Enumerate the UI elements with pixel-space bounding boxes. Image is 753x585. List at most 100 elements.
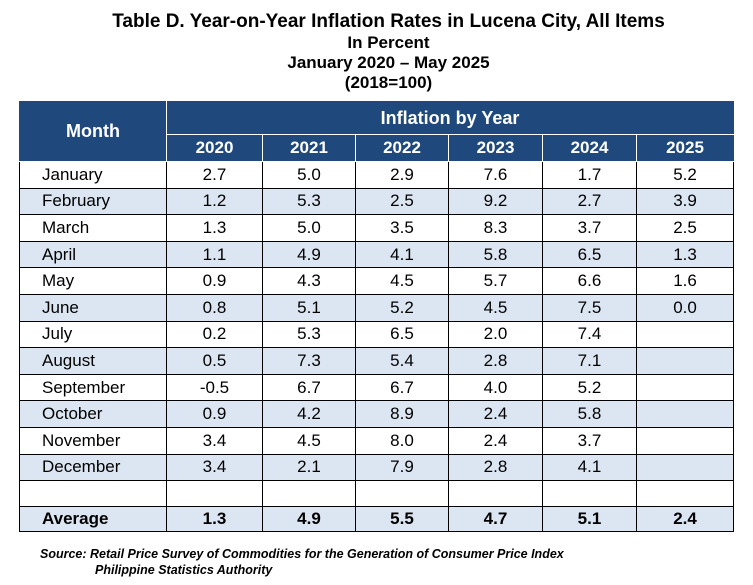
empty-cell — [355, 480, 449, 508]
table-row: April 1.1 4.9 4.1 5.8 6.5 1.3 — [19, 240, 735, 269]
value-cell: 2.4 — [635, 506, 735, 533]
empty-cell — [635, 480, 735, 508]
year-header: 2023 — [448, 134, 543, 162]
value-cell: 8.3 — [448, 214, 543, 242]
empty-cell — [19, 480, 167, 508]
value-cell: 3.4 — [166, 453, 263, 482]
value-cell: 3.4 — [166, 426, 263, 455]
value-cell: 1.2 — [166, 187, 263, 216]
value-cell: 0.2 — [166, 320, 263, 349]
value-cell: 0.9 — [166, 400, 263, 428]
value-cell: 2.5 — [355, 187, 449, 216]
value-cell: 4.1 — [542, 453, 637, 482]
table-row: January 2.7 5.0 2.9 7.6 1.7 5.2 — [19, 161, 735, 189]
inflation-table: Month Inflation by Year 2020 2021 2022 2… — [19, 101, 735, 533]
table-title: Table D. Year-on-Year Inflation Rates in… — [112, 11, 665, 32]
month-cell: March — [19, 214, 167, 242]
month-cell: May — [19, 267, 167, 295]
average-row: Average 1.3 4.9 5.5 4.7 5.1 2.4 — [19, 506, 735, 533]
table-subtitle-period: January 2020 – May 2025 — [287, 53, 490, 72]
value-cell: 4.5 — [355, 267, 449, 295]
value-cell: 5.8 — [448, 240, 543, 269]
table-row: May 0.9 4.3 4.5 5.7 6.6 1.6 — [19, 267, 735, 295]
value-cell: 3.5 — [355, 214, 449, 242]
value-cell: 0.0 — [635, 293, 735, 322]
value-cell: 4.3 — [262, 267, 356, 295]
inflation-by-year-header: Inflation by Year — [165, 101, 735, 135]
value-cell: 4.5 — [262, 426, 356, 455]
table-row: July 0.2 5.3 6.5 2.0 7.4 — [19, 320, 735, 349]
month-cell: January — [19, 161, 167, 189]
table-subtitle-base: (2018=100) — [344, 73, 433, 92]
table-row: August 0.5 7.3 5.4 2.8 7.1 — [19, 347, 735, 375]
month-cell: June — [19, 293, 167, 322]
source-agency: Philippine Statistics Authority — [95, 563, 273, 577]
value-cell: 1.7 — [542, 161, 637, 189]
source-line: Source: Retail Price Survey of Commoditi… — [40, 547, 564, 561]
value-cell: 7.3 — [262, 347, 356, 375]
value-cell: 4.1 — [355, 240, 449, 269]
value-cell: 4.5 — [448, 293, 543, 322]
table-row: June 0.8 5.1 5.2 4.5 7.5 0.0 — [19, 293, 735, 322]
year-header: 2020 — [166, 134, 263, 162]
value-cell — [635, 400, 735, 428]
value-cell: 1.3 — [635, 240, 735, 269]
value-cell: 5.3 — [262, 187, 356, 216]
value-cell: 4.0 — [448, 373, 543, 402]
month-cell: August — [19, 347, 167, 375]
value-cell: 5.1 — [542, 506, 637, 533]
month-cell: July — [19, 320, 167, 349]
value-cell: 2.9 — [355, 161, 449, 189]
month-cell: December — [19, 453, 167, 482]
blank-row — [19, 480, 735, 508]
table-row: October 0.9 4.2 8.9 2.4 5.8 — [19, 400, 735, 428]
value-cell: 5.7 — [448, 267, 543, 295]
source-note: Source: Retail Price Survey of Commoditi… — [40, 546, 564, 578]
value-cell: 2.7 — [166, 161, 263, 189]
year-header: 2021 — [262, 134, 356, 162]
value-cell: 2.8 — [448, 347, 543, 375]
month-cell: Average — [19, 506, 167, 533]
value-cell: 1.3 — [166, 506, 263, 533]
value-cell: 6.7 — [355, 373, 449, 402]
year-header: 2022 — [355, 134, 449, 162]
table-title-block: Table D. Year-on-Year Inflation Rates in… — [0, 10, 753, 93]
value-cell: 1.6 — [635, 267, 735, 295]
table-row: February 1.2 5.3 2.5 9.2 2.7 3.9 — [19, 187, 735, 216]
value-cell: 2.4 — [448, 426, 543, 455]
value-cell: 8.9 — [355, 400, 449, 428]
month-cell: September — [19, 373, 167, 402]
value-cell: 5.0 — [262, 161, 356, 189]
table-row: December 3.4 2.1 7.9 2.8 4.1 — [19, 453, 735, 482]
value-cell: 2.1 — [262, 453, 356, 482]
value-cell — [635, 347, 735, 375]
value-cell: 2.0 — [448, 320, 543, 349]
value-cell: 0.9 — [166, 267, 263, 295]
table-header: Month Inflation by Year 2020 2021 2022 2… — [19, 101, 735, 162]
value-cell — [635, 320, 735, 349]
value-cell: 2.5 — [635, 214, 735, 242]
value-cell: 1.3 — [166, 214, 263, 242]
month-column-header: Month — [19, 101, 167, 162]
year-header: 2025 — [635, 134, 735, 162]
empty-cell — [166, 480, 263, 508]
value-cell: 1.1 — [166, 240, 263, 269]
value-cell: 0.5 — [166, 347, 263, 375]
table-subtitle-unit: In Percent — [347, 33, 430, 52]
value-cell: 3.7 — [542, 426, 637, 455]
month-cell: February — [19, 187, 167, 216]
value-cell: 6.7 — [262, 373, 356, 402]
value-cell: 2.7 — [542, 187, 637, 216]
value-cell: 4.9 — [262, 506, 356, 533]
value-cell: 7.6 — [448, 161, 543, 189]
empty-cell — [262, 480, 356, 508]
value-cell: 3.9 — [635, 187, 735, 216]
empty-cell — [542, 480, 637, 508]
value-cell: -0.5 — [166, 373, 263, 402]
value-cell — [635, 453, 735, 482]
value-cell: 5.2 — [635, 161, 735, 189]
value-cell: 5.3 — [262, 320, 356, 349]
value-cell: 5.0 — [262, 214, 356, 242]
value-cell: 9.2 — [448, 187, 543, 216]
value-cell: 5.2 — [355, 293, 449, 322]
